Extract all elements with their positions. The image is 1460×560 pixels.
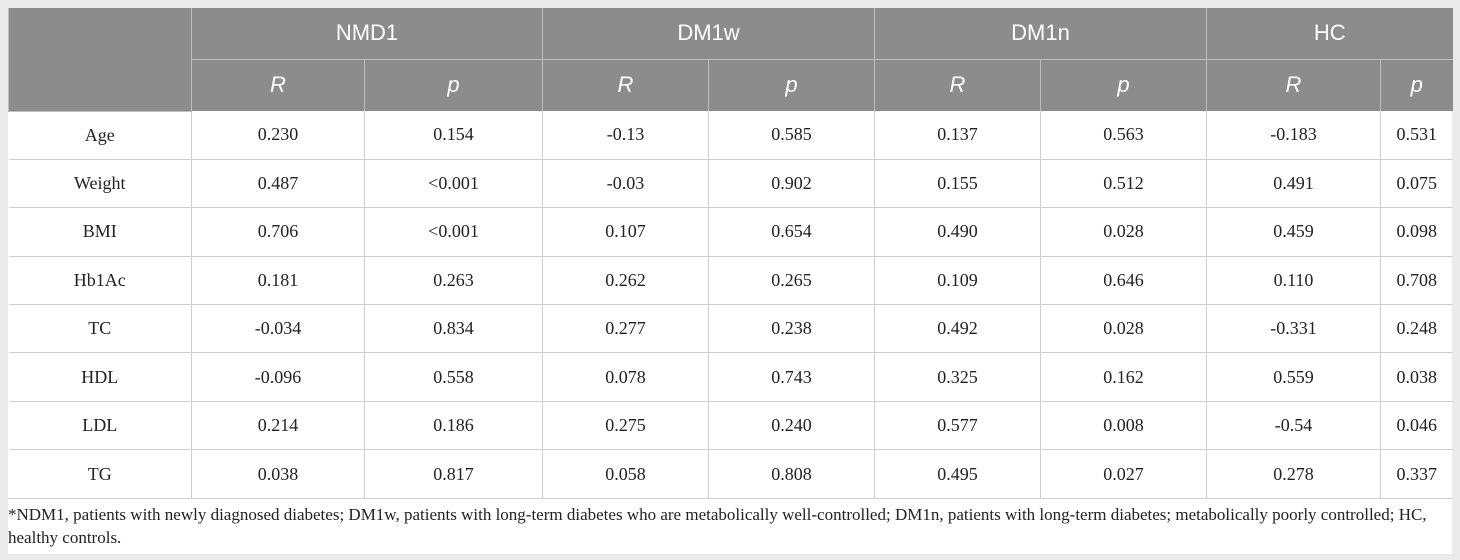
sub-header-row: R p R p R p R p [9,59,1453,111]
table-cell: 0.563 [1040,111,1207,160]
table-cell: 0.154 [364,111,543,160]
table-cell: 0.240 [708,400,875,450]
table-cell: 0.490 [874,207,1041,257]
table-cell: 0.459 [1206,207,1381,257]
table-cell: 0.512 [1040,158,1207,208]
table-cell: 0.248 [1380,304,1453,353]
table-cell: 0.028 [1040,207,1207,257]
table-cell: 0.646 [1040,255,1207,305]
table-cell: 0.706 [191,207,365,257]
table-figure: NMD1 DM1w DM1n HC R p R p R p R p Age 0.… [8,8,1453,554]
table-cell: 0.262 [542,255,709,305]
row-label: Hb1Ac [8,255,192,305]
table-row: HDL -0.096 0.558 0.078 0.743 0.325 0.162… [8,352,1453,402]
table-cell: 0.585 [708,111,875,160]
table-cell: 0.487 [191,158,365,208]
table-cell: 0.708 [1380,255,1453,305]
table-cell: 0.214 [191,400,365,450]
table-cell: 0.078 [542,352,709,402]
group-header-dm1n: DM1n [874,8,1207,60]
row-label: Weight [8,158,192,208]
table-row: TG 0.038 0.817 0.058 0.808 0.495 0.027 0… [8,449,1453,499]
table-cell: 0.137 [874,111,1041,160]
table-cell: -0.331 [1206,304,1381,353]
table-cell: 0.743 [708,352,875,402]
sub-header-p: p [1380,59,1453,111]
table-cell: 0.038 [191,449,365,499]
table-cell: 0.902 [708,158,875,208]
sub-header-r: R [542,59,709,111]
table-cell: 0.181 [191,255,365,305]
table-cell: 0.110 [1206,255,1381,305]
table-footnote: *NDM1, patients with newly diagnosed dia… [8,498,1452,554]
table-cell: -0.54 [1206,400,1381,450]
table-cell: 0.155 [874,158,1041,208]
table-cell: 0.559 [1206,352,1381,402]
table-cell: 0.337 [1380,449,1453,499]
table-cell: 0.275 [542,400,709,450]
table-cell: <0.001 [364,158,543,208]
table-cell: 0.058 [542,449,709,499]
sub-header-p: p [364,59,543,111]
table-row: BMI 0.706 <0.001 0.107 0.654 0.490 0.028… [8,207,1453,257]
table-cell: 0.075 [1380,158,1453,208]
table-cell: -0.034 [191,304,365,353]
group-header-dm1w: DM1w [542,8,875,60]
sub-header-p: p [1040,59,1207,111]
table-cell: 0.046 [1380,400,1453,450]
table-cell: -0.13 [542,111,709,160]
table-cell: 0.495 [874,449,1041,499]
table-cell: 0.109 [874,255,1041,305]
table-row: Age 0.230 0.154 -0.13 0.585 0.137 0.563 … [9,111,1453,160]
table-cell: 0.531 [1380,111,1453,160]
table-cell: 0.491 [1206,158,1381,208]
table-cell: 0.278 [1206,449,1381,499]
corner-cell [8,8,192,112]
table-cell: 0.028 [1040,304,1207,353]
table-cell: 0.817 [364,449,543,499]
sub-header-r: R [1206,59,1381,111]
table-cell: 0.834 [364,304,543,353]
table-cell: -0.096 [191,352,365,402]
group-header-hc: HC [1206,8,1453,60]
sub-header-p: p [708,59,875,111]
table-cell: 0.162 [1040,352,1207,402]
table-cell: 0.107 [542,207,709,257]
table-cell: 0.238 [708,304,875,353]
table-cell: <0.001 [364,207,543,257]
table-cell: 0.558 [364,352,543,402]
row-label: LDL [8,400,192,450]
table-cell: 0.577 [874,400,1041,450]
table-cell: 0.808 [708,449,875,499]
table-cell: 0.186 [364,400,543,450]
table-cell: 0.230 [191,111,365,160]
correlation-table: NMD1 DM1w DM1n HC R p R p R p R p Age 0.… [8,8,1453,499]
table-cell: 0.008 [1040,400,1207,450]
table-cell: 0.027 [1040,449,1207,499]
group-header-row: NMD1 DM1w DM1n HC [8,8,1453,112]
row-label: BMI [8,207,192,257]
row-label: TC [8,304,192,353]
table-row: LDL 0.214 0.186 0.275 0.240 0.577 0.008 … [8,400,1453,450]
table-cell: 0.265 [708,255,875,305]
table-cell: -0.183 [1206,111,1381,160]
table-cell: 0.263 [364,255,543,305]
group-header-nmd1: NMD1 [191,8,543,60]
table-cell: 0.038 [1380,352,1453,402]
table-cell: 0.492 [874,304,1041,353]
table-row: Hb1Ac 0.181 0.263 0.262 0.265 0.109 0.64… [8,255,1453,305]
table-row: Weight 0.487 <0.001 -0.03 0.902 0.155 0.… [8,158,1453,208]
table-cell: -0.03 [542,158,709,208]
row-label: TG [8,449,192,499]
table-cell: 0.098 [1380,207,1453,257]
sub-header-r: R [191,59,365,111]
table-cell: 0.325 [874,352,1041,402]
table-cell: 0.654 [708,207,875,257]
table-cell: 0.277 [542,304,709,353]
row-label: HDL [8,352,192,402]
sub-header-r: R [874,59,1041,111]
table-row: TC -0.034 0.834 0.277 0.238 0.492 0.028 … [8,304,1453,353]
row-label: Age [84,124,115,145]
